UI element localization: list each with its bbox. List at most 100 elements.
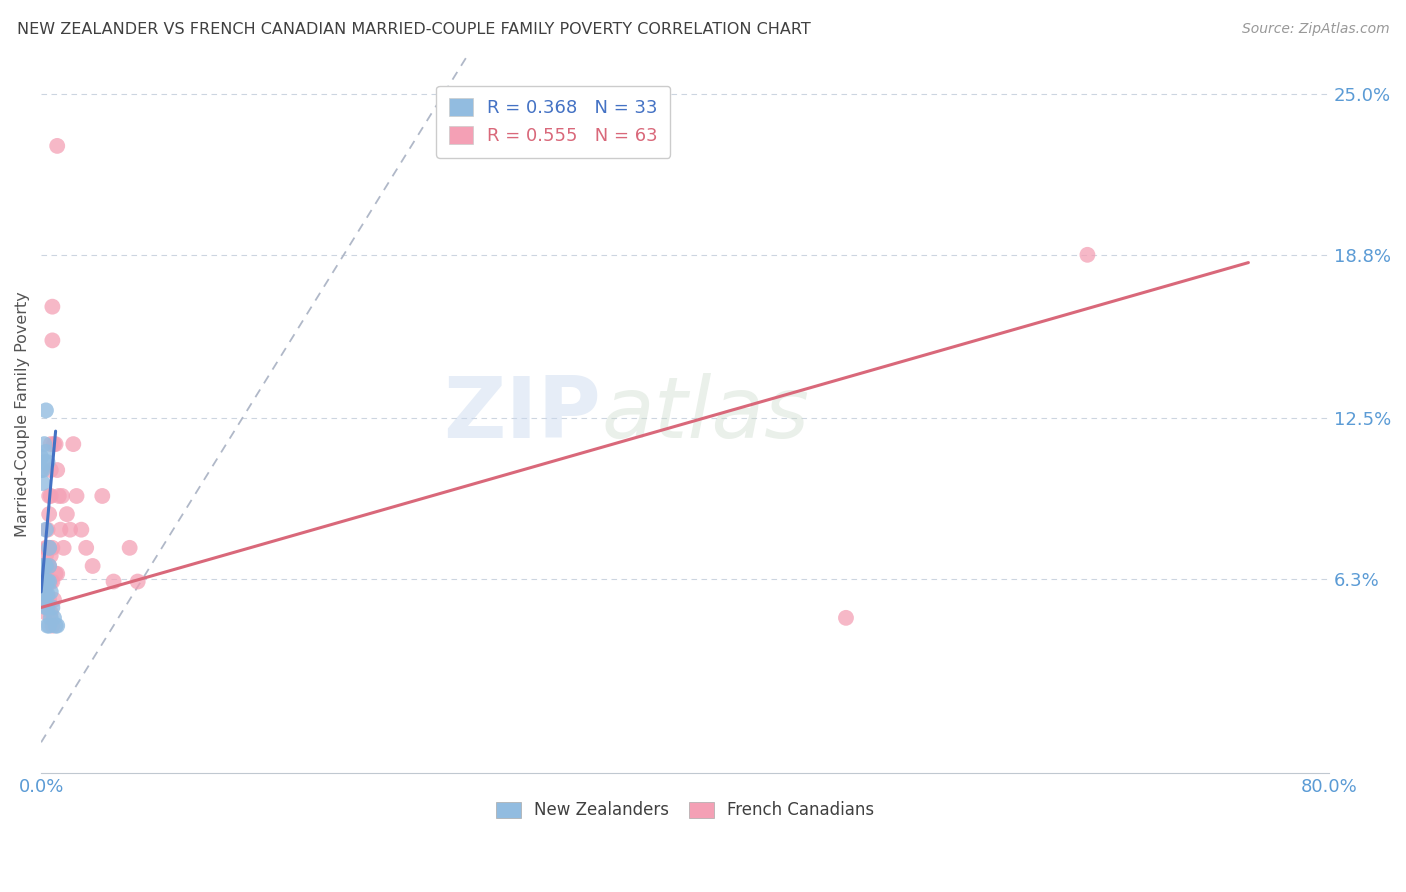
Point [34,598,56,612]
Point [31,463,53,477]
Point [35,403,58,417]
Point [38,507,60,521]
Point [42,592,65,607]
Point [45,618,67,632]
Point [118,541,141,555]
Point [41,600,63,615]
Point [37,587,59,601]
Point [30,559,52,574]
Point [1076,248,1098,262]
Point [52,541,75,555]
Point [39,611,62,625]
Point [31,574,53,589]
Point [41,541,63,555]
Text: ZIP: ZIP [443,373,602,456]
Point [37,572,59,586]
Point [38,541,60,555]
Point [30,463,52,477]
Point [127,574,149,589]
Point [30,585,52,599]
Point [30,572,52,586]
Point [37,592,59,607]
Point [82,559,104,574]
Point [35,559,58,574]
Point [31,475,53,490]
Point [37,574,59,589]
Point [38,541,60,555]
Point [45,437,67,451]
Point [42,611,65,625]
Point [31,572,53,586]
Point [35,541,58,555]
Point [35,580,58,594]
Point [39,489,62,503]
Point [46,618,69,632]
Point [30,450,52,464]
Text: NEW ZEALANDER VS FRENCH CANADIAN MARRIED-COUPLE FAMILY POVERTY CORRELATION CHART: NEW ZEALANDER VS FRENCH CANADIAN MARRIED… [17,22,811,37]
Point [42,437,65,451]
Point [48,489,70,503]
Point [38,574,60,589]
Point [35,606,58,620]
Point [39,437,62,451]
Point [35,445,58,459]
Point [37,559,59,574]
Point [35,559,58,574]
Point [34,559,56,574]
Point [37,523,59,537]
Point [34,455,56,469]
Point [35,572,58,586]
Point [62,437,84,451]
Point [38,592,60,607]
Point [41,618,63,632]
Point [38,574,60,589]
Point [75,541,97,555]
Point [51,489,73,503]
Point [59,523,82,537]
Point [38,618,60,632]
Point [37,600,59,615]
Point [65,489,87,503]
Legend: New Zealanders, French Canadians: New Zealanders, French Canadians [489,795,882,826]
Point [35,600,58,615]
Point [91,489,114,503]
Point [39,585,62,599]
Text: Source: ZipAtlas.com: Source: ZipAtlas.com [1241,22,1389,37]
Point [34,437,56,451]
Point [39,549,62,563]
Point [46,463,69,477]
Point [38,559,60,574]
Point [34,585,56,599]
Point [46,139,69,153]
Point [35,574,58,589]
Point [34,587,56,601]
Point [38,559,60,574]
Point [103,574,125,589]
Point [31,559,53,574]
Point [70,523,93,537]
Point [34,572,56,586]
Point [34,574,56,589]
Point [31,585,53,599]
Point [30,566,52,581]
Point [41,574,63,589]
Y-axis label: Married-Couple Family Poverty: Married-Couple Family Poverty [15,292,30,537]
Point [38,489,60,503]
Point [37,541,59,555]
Point [46,566,69,581]
Point [31,559,53,574]
Point [45,566,67,581]
Point [39,574,62,589]
Point [41,334,63,348]
Point [56,507,79,521]
Text: atlas: atlas [602,373,810,456]
Point [35,587,58,601]
Point [835,611,858,625]
Point [41,300,63,314]
Point [35,523,58,537]
Point [35,549,58,563]
Point [37,455,59,469]
Point [37,618,59,632]
Point [49,523,72,537]
Point [35,592,58,607]
